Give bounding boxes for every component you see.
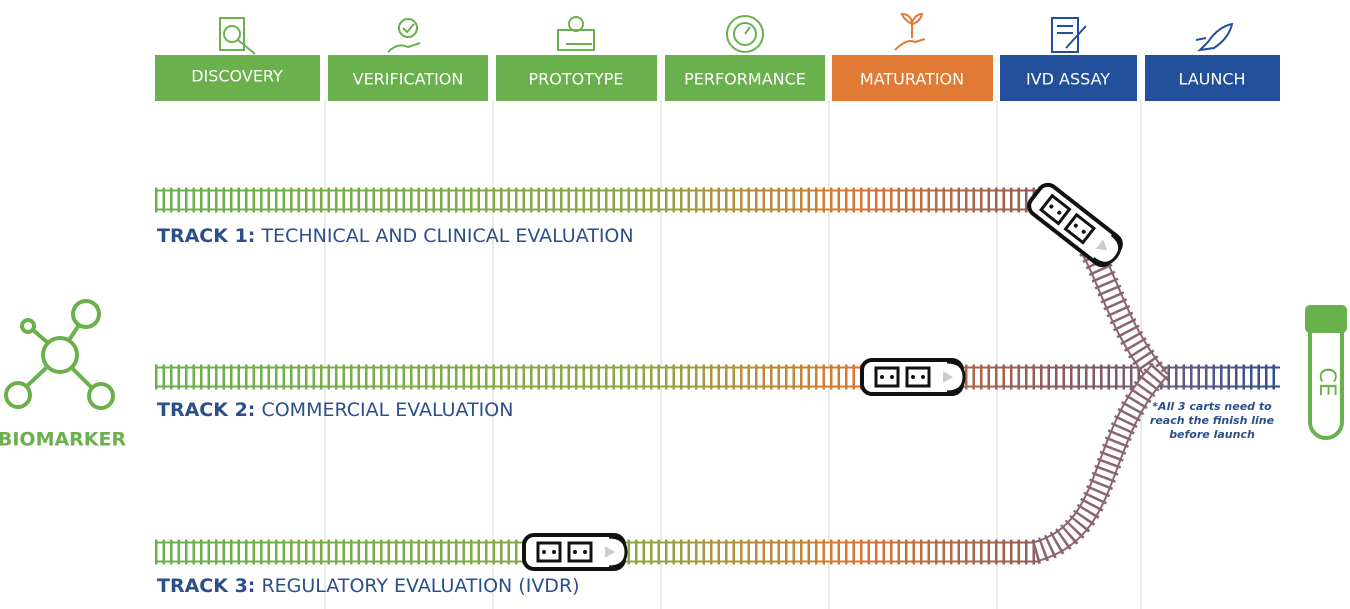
track-name: TECHNICAL AND CLINICAL EVALUATION	[260, 225, 633, 247]
stage-box	[1145, 55, 1280, 101]
track-prefix: TRACK 3:	[157, 575, 255, 597]
rail	[1029, 188, 1170, 388]
note-line: *All 3 carts need to	[1152, 400, 1272, 413]
stage-icons	[219, 12, 1234, 55]
stage-label: IVD ASSAY	[1026, 70, 1110, 89]
stage-headers: DISCOVERY VERIFICATION PROTOTYPE PERFORM…	[155, 55, 1280, 101]
stage-box	[155, 55, 320, 101]
note-line: before launch	[1169, 428, 1255, 441]
track-label: TRACK 1: TECHNICAL AND CLINICAL EVALUATI…	[157, 225, 634, 247]
biomarker-icon	[4, 299, 115, 410]
test-tube: CE	[1305, 305, 1347, 440]
track-name: REGULATORY EVALUATION (IVDR)	[261, 575, 579, 597]
track-prefix: TRACK 2:	[157, 399, 255, 421]
dividers	[324, 100, 1142, 609]
stage-box	[496, 55, 657, 101]
stage-box	[1000, 55, 1137, 101]
ce-mark: CE	[1314, 367, 1339, 396]
note-line: reach the finish line	[1150, 414, 1275, 427]
stage-box	[328, 55, 488, 101]
stage-label: VERIFICATION	[353, 70, 464, 89]
track-label: TRACK 2: COMMERCIAL EVALUATION	[157, 399, 513, 421]
stage-label: LAUNCH	[1178, 70, 1245, 89]
cart	[860, 358, 966, 396]
stage-box	[832, 55, 993, 101]
stage-label: PERFORMANCE	[684, 70, 806, 89]
biomarker-label: BIOMARKER	[0, 429, 127, 451]
track-name: COMMERCIAL EVALUATION	[261, 399, 513, 421]
stage-label: DISCOVERY	[191, 67, 283, 86]
stage-label: MATURATION	[860, 70, 964, 89]
rail	[1032, 364, 1167, 561]
stage-box	[665, 55, 825, 101]
track-prefix: TRACK 1:	[157, 225, 255, 247]
track-label: TRACK 3: REGULATORY EVALUATION (IVDR)	[157, 575, 580, 597]
cart	[522, 533, 628, 571]
stage-label: PROTOTYPE	[528, 70, 623, 89]
cart	[1023, 178, 1129, 273]
